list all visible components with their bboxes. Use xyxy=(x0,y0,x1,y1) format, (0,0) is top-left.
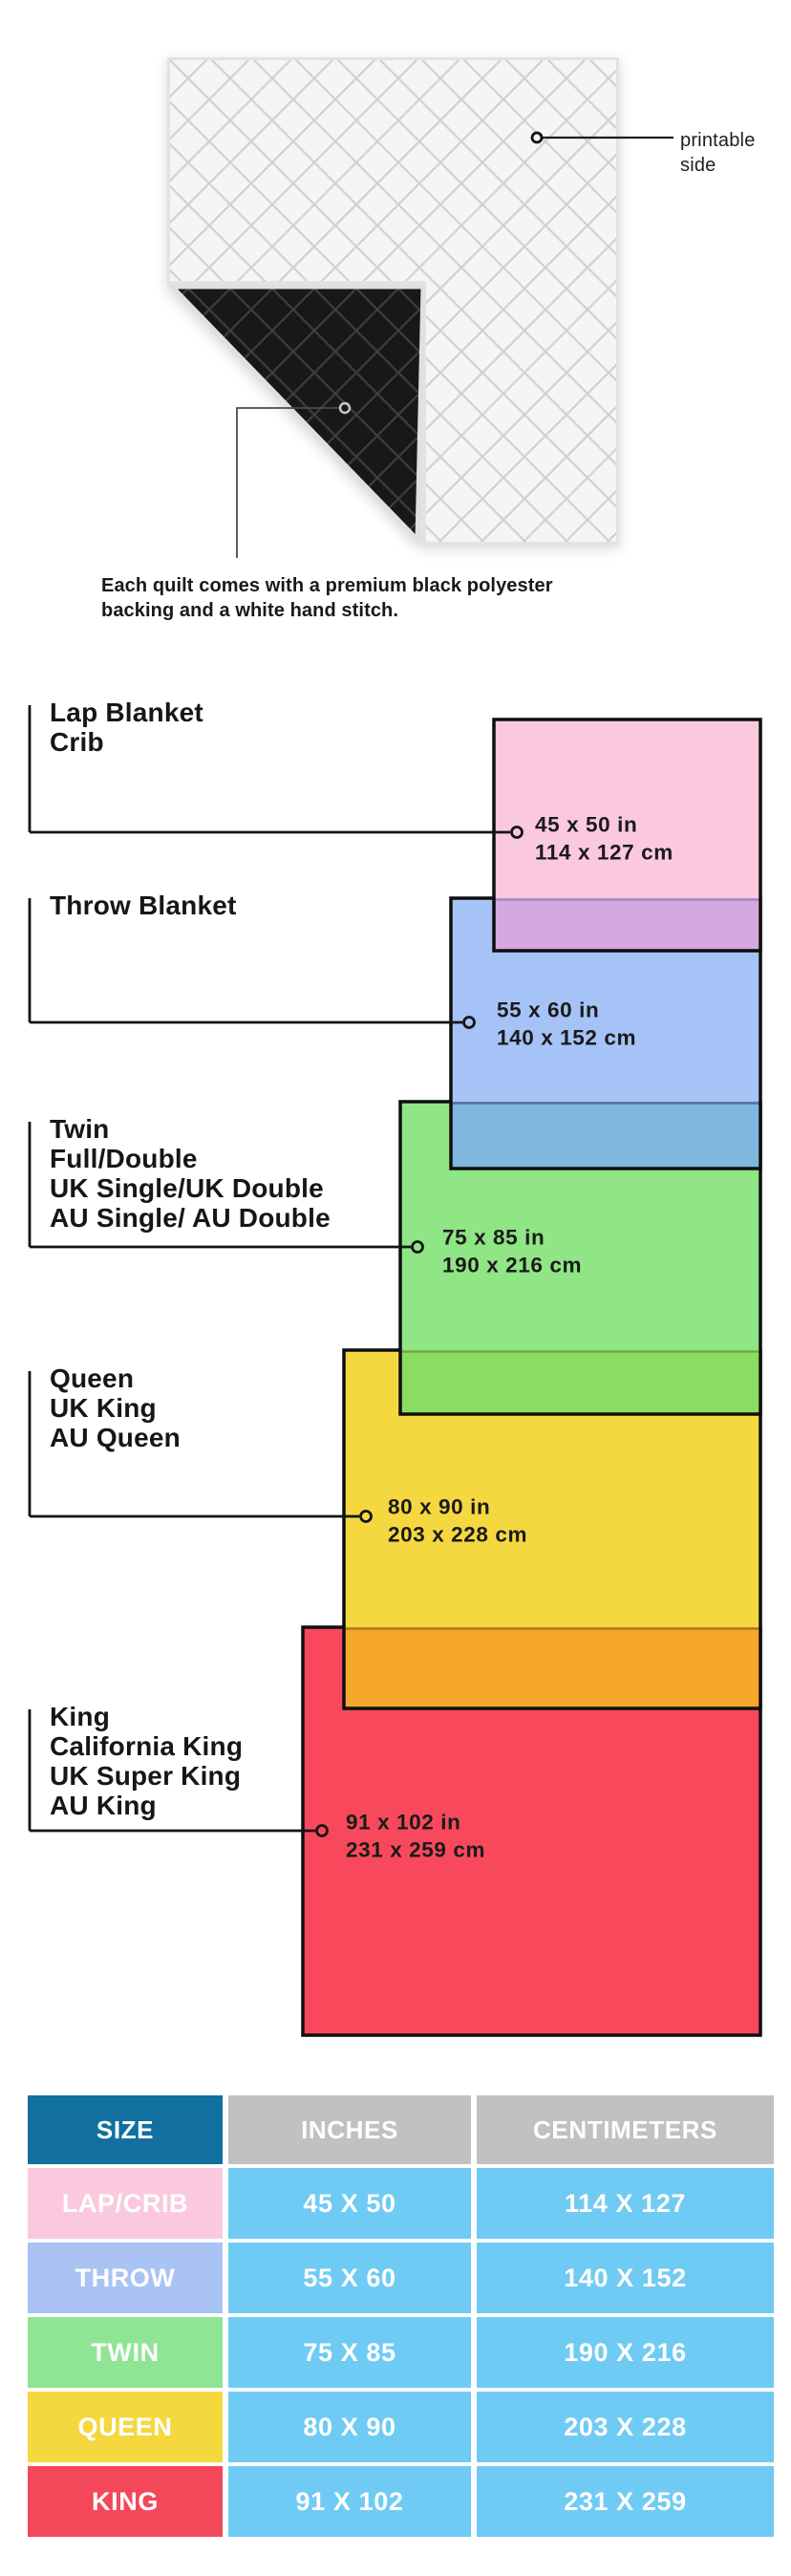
connector-marker-lap-crib xyxy=(510,826,524,839)
connector-marker-king xyxy=(315,1824,329,1837)
quilt-back-black-backing xyxy=(169,284,426,543)
quilt-front-printable-side xyxy=(167,57,619,545)
dim-inches-king: 91 x 102 in xyxy=(346,1811,460,1835)
dim-centimeters-lap-crib: 114 x 127 cm xyxy=(535,841,673,865)
table-cell-centimeters: 231 X 259 xyxy=(477,2466,774,2537)
dim-centimeters-throw: 140 x 152 cm xyxy=(497,1026,636,1050)
size-label-line: UK Super King xyxy=(50,1761,242,1791)
caption-line1: Each quilt comes with a premium black po… xyxy=(101,575,553,596)
connector-marker-twin xyxy=(411,1240,424,1254)
size-label-queen: Queen UK King AU Queen xyxy=(50,1363,181,1452)
table-row-label: KING xyxy=(28,2466,223,2537)
table-cell-inches: 45 X 50 xyxy=(228,2168,471,2239)
dim-inches-queen: 80 x 90 in xyxy=(388,1495,490,1519)
caption-line2: backing and a white hand stitch. xyxy=(101,600,399,621)
table-cell-centimeters: 140 X 152 xyxy=(477,2243,774,2313)
size-label-throw: Throw Blanket xyxy=(50,891,237,920)
table-row-label: LAP/CRIB xyxy=(28,2168,223,2239)
overlap-band-twin xyxy=(400,1350,760,1414)
printable-side-label-line1: printable xyxy=(680,130,756,151)
size-label-line: Crib xyxy=(50,727,104,757)
size-diagram-svg: 45 x 50 in 114 x 127 cm 55 x 60 in 140 x 15… xyxy=(28,705,762,2037)
printable-side-label-line2: side xyxy=(680,155,716,176)
size-label-lap-crib: Lap Blanket Crib xyxy=(50,698,203,757)
quilt-illustration xyxy=(167,57,619,545)
dim-centimeters-king: 231 x 259 cm xyxy=(346,1838,485,1862)
dim-centimeters-queen: 203 x 228 cm xyxy=(388,1523,527,1547)
dim-inches-lap-crib: 45 x 50 in xyxy=(535,813,637,837)
table-header-centimeters: CENTIMETERS xyxy=(477,2095,774,2164)
size-label-line: AU Queen xyxy=(50,1423,181,1452)
dim-inches-throw: 55 x 60 in xyxy=(497,998,599,1022)
size-label-line: AU King xyxy=(50,1791,157,1820)
table-header-inches: INCHES xyxy=(228,2095,471,2164)
printable-side-marker xyxy=(530,131,544,144)
quilt-caption: Each quilt comes with a premium black po… xyxy=(101,573,553,623)
backing-marker xyxy=(338,401,352,415)
overlap-band-lap-crib xyxy=(494,898,760,951)
size-label-twin: Twin Full/Double UK Single/UK Double AU Sin… xyxy=(50,1114,331,1233)
size-label-line: AU Single/ AU Double xyxy=(50,1203,331,1233)
printable-side-label: printable side xyxy=(680,128,756,178)
table-cell-inches: 75 X 85 xyxy=(228,2317,471,2388)
overlap-band-queen xyxy=(344,1627,760,1708)
size-label-line: UK King xyxy=(50,1393,157,1423)
size-label-line: King xyxy=(50,1702,111,1731)
size-label-line: Throw Blanket xyxy=(50,891,237,920)
backing-connector-line xyxy=(236,407,339,558)
table-cell-inches: 80 X 90 xyxy=(228,2392,471,2462)
size-label-king: King California King UK Super King AU King xyxy=(50,1702,243,1820)
dim-centimeters-twin: 190 x 216 cm xyxy=(442,1254,582,1277)
size-label-line: Lap Blanket xyxy=(50,698,203,727)
size-table: SIZE INCHES CENTIMETERS LAP/CRIB 45 X 50 114 … xyxy=(28,2095,774,2537)
size-label-line: Queen xyxy=(50,1363,135,1393)
table-cell-centimeters: 190 X 216 xyxy=(477,2317,774,2388)
table-header-size: SIZE xyxy=(28,2095,223,2164)
size-label-line: Full/Double xyxy=(50,1144,198,1173)
dim-inches-twin: 75 x 85 in xyxy=(442,1226,545,1250)
size-label-line: Twin xyxy=(50,1114,110,1144)
table-row-label: TWIN xyxy=(28,2317,223,2388)
table-cell-centimeters: 114 X 127 xyxy=(477,2168,774,2239)
size-label-line: California King xyxy=(50,1731,244,1761)
table-row-label: QUEEN xyxy=(28,2392,223,2462)
table-cell-centimeters: 203 X 228 xyxy=(477,2392,774,2462)
overlap-band-throw xyxy=(451,1102,760,1169)
size-label-line: UK Single/UK Double xyxy=(50,1173,324,1203)
connector-marker-queen xyxy=(359,1510,373,1523)
hero-connectors xyxy=(236,131,673,558)
connector-marker-throw xyxy=(462,1016,476,1029)
table-row-label: THROW xyxy=(28,2243,223,2313)
table-cell-inches: 91 X 102 xyxy=(228,2466,471,2537)
table-cell-inches: 55 X 60 xyxy=(228,2243,471,2313)
